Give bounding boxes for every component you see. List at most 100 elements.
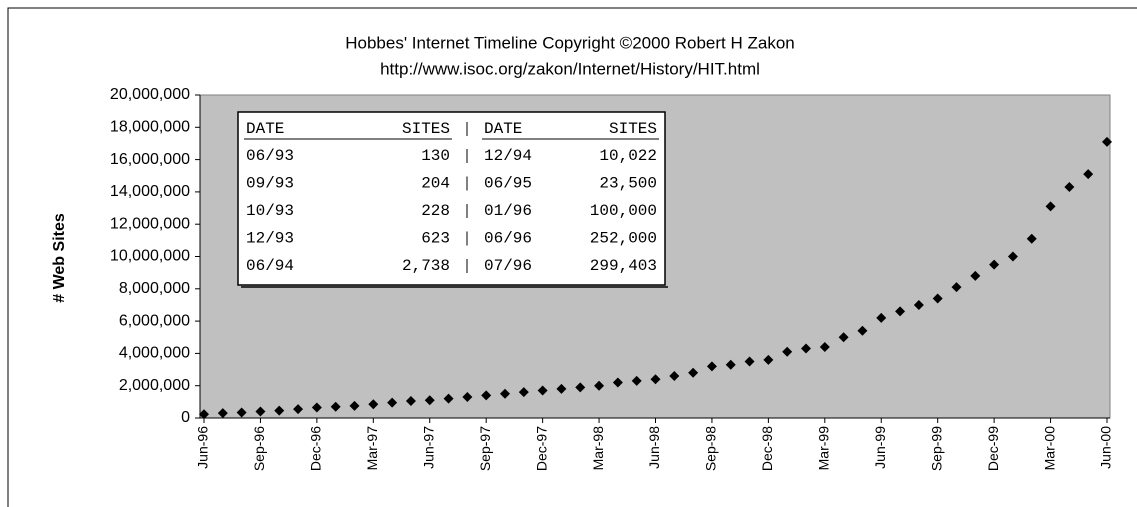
y-tick-label: 20,000,000 xyxy=(110,86,190,103)
marker xyxy=(236,407,247,418)
table-cell: 299,403 xyxy=(590,257,657,275)
marker xyxy=(631,375,642,386)
marker xyxy=(782,346,793,357)
x-tick-label: Sep-99 xyxy=(928,426,944,471)
table-cell: 07/96 xyxy=(484,257,532,275)
marker xyxy=(462,392,473,403)
x-tick-label: Jun-96 xyxy=(195,426,211,469)
y-tick-label: 6,000,000 xyxy=(119,312,190,329)
marker xyxy=(838,332,849,343)
marker xyxy=(669,371,680,382)
marker xyxy=(1026,233,1037,244)
table-cell: 06/96 xyxy=(484,230,532,248)
marker xyxy=(293,404,304,415)
y-tick-label: 0 xyxy=(181,409,190,426)
x-tick-label: Jun-98 xyxy=(646,426,662,469)
marker xyxy=(349,400,360,411)
marker xyxy=(819,341,830,352)
x-tick-label: Jun-97 xyxy=(420,426,436,469)
marker xyxy=(556,383,567,394)
marker xyxy=(199,409,209,420)
marker xyxy=(763,354,774,365)
table-cell: 204 xyxy=(421,175,450,193)
marker xyxy=(688,367,699,378)
marker xyxy=(989,259,1000,270)
marker xyxy=(594,380,605,391)
x-tick-label: Jun-99 xyxy=(872,426,888,469)
marker xyxy=(274,405,285,416)
marker xyxy=(217,408,228,419)
marker xyxy=(951,282,962,293)
table-cell: 10,022 xyxy=(599,147,657,165)
table-cell: 01/96 xyxy=(484,202,532,220)
marker xyxy=(857,325,868,336)
table-cell: 252,000 xyxy=(590,230,657,248)
chart-title: Hobbes' Internet Timeline Copyright ©200… xyxy=(345,33,795,52)
marker xyxy=(876,312,887,323)
table-header: SITES xyxy=(609,120,657,138)
x-tick-label: Dec-97 xyxy=(533,426,549,471)
marker xyxy=(1064,182,1075,193)
table-cell: 09/93 xyxy=(246,175,294,193)
marker xyxy=(725,359,736,370)
marker xyxy=(612,377,623,388)
marker xyxy=(255,406,266,417)
marker xyxy=(481,390,492,401)
marker xyxy=(801,343,811,354)
marker xyxy=(518,387,529,398)
table-cell: 228 xyxy=(421,202,450,220)
inset-table xyxy=(237,111,666,286)
marker xyxy=(1007,251,1018,262)
y-tick-label: 12,000,000 xyxy=(110,215,190,232)
y-tick-label: 16,000,000 xyxy=(110,151,190,168)
table-cell: 12/93 xyxy=(246,230,294,248)
marker xyxy=(405,396,416,407)
x-tick-label: Sep-96 xyxy=(251,426,267,471)
table-cell: 2,738 xyxy=(402,257,450,275)
frame xyxy=(7,7,1137,507)
table-cell: 100,000 xyxy=(590,202,657,220)
marker xyxy=(932,293,943,304)
x-tick-label: Dec-96 xyxy=(308,426,324,471)
table-header: DATE xyxy=(246,120,284,138)
marker xyxy=(500,388,510,399)
marker xyxy=(1083,169,1094,180)
x-tick-label: Dec-99 xyxy=(985,426,1001,471)
marker xyxy=(424,395,435,406)
marker xyxy=(1102,136,1112,147)
x-tick-label: Sep-97 xyxy=(477,426,493,471)
marker xyxy=(744,356,755,367)
x-tick-label: Sep-98 xyxy=(703,426,719,471)
x-tick-label: Dec-98 xyxy=(759,426,775,471)
chart-subtitle: http://www.isoc.org/zakon/Internet/Histo… xyxy=(380,59,760,78)
x-tick-label: Jun-00 xyxy=(1098,426,1114,469)
marker xyxy=(970,270,981,281)
x-tick-label: Mar-00 xyxy=(1041,426,1057,471)
marker xyxy=(311,402,322,413)
marker xyxy=(387,397,398,408)
marker xyxy=(1045,201,1056,212)
x-tick-label: Mar-98 xyxy=(590,426,606,471)
marker xyxy=(537,385,548,396)
x-tick-label: Mar-97 xyxy=(364,426,380,471)
table-header: DATE xyxy=(484,120,522,138)
marker xyxy=(443,393,454,404)
table-cell: 06/95 xyxy=(484,175,532,193)
marker xyxy=(913,299,924,310)
marker xyxy=(575,382,586,393)
y-axis-label: # Web Sites xyxy=(51,213,68,303)
table-cell: 10/93 xyxy=(246,202,294,220)
table-header: SITES xyxy=(402,120,450,138)
marker xyxy=(706,361,717,372)
marker xyxy=(368,399,379,410)
y-tick-label: 8,000,000 xyxy=(119,280,190,297)
x-tick-label: Mar-99 xyxy=(816,426,832,471)
table-cell: 12/94 xyxy=(484,147,532,165)
table-cell: 06/94 xyxy=(246,257,294,275)
y-tick-label: 18,000,000 xyxy=(110,119,190,136)
table-cell: 130 xyxy=(421,147,450,165)
marker xyxy=(650,374,661,385)
marker xyxy=(895,306,906,317)
table-cell: 623 xyxy=(421,230,450,248)
